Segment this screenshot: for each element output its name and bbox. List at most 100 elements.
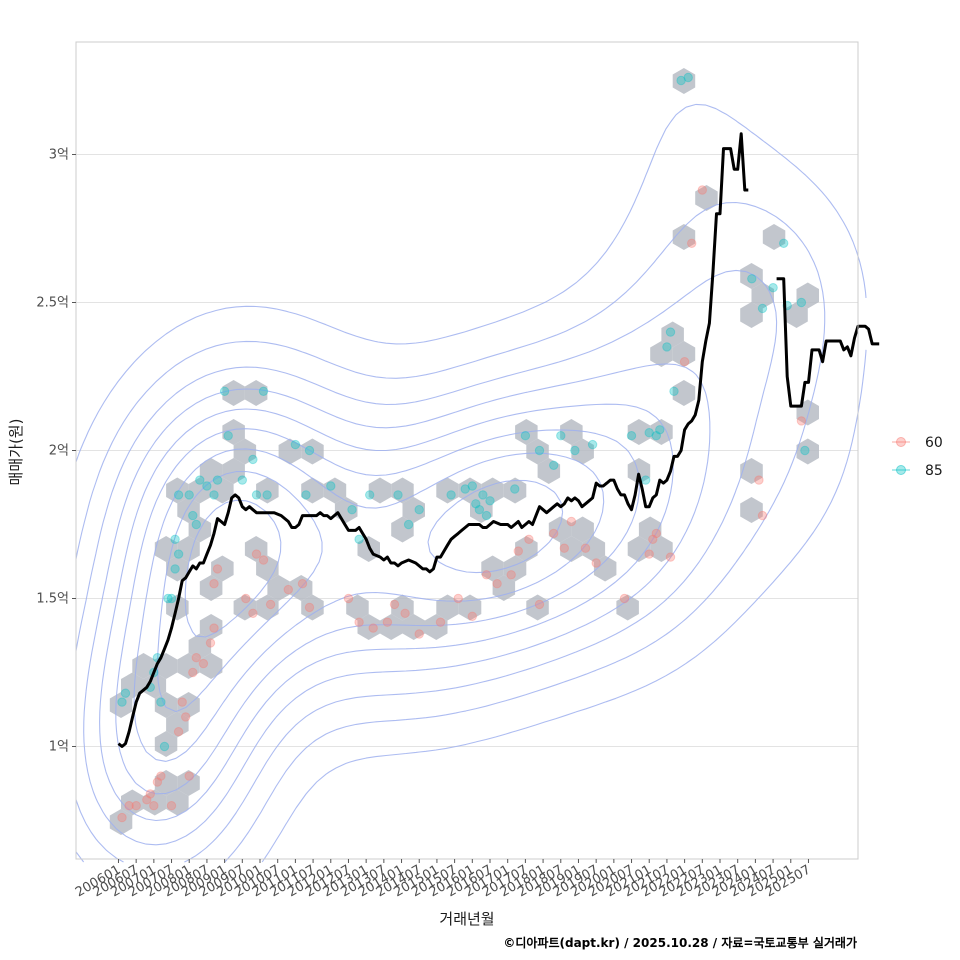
data-point-85 — [683, 72, 693, 83]
data-point-60 — [117, 812, 127, 823]
legend-label-60: 60 — [925, 435, 943, 451]
data-point-85 — [184, 490, 194, 500]
data-point-60 — [591, 558, 601, 568]
hex-bin — [436, 477, 459, 504]
density-contour — [115, 428, 640, 795]
data-point-60 — [481, 570, 492, 580]
data-point-60 — [265, 599, 276, 610]
hex-bin — [560, 419, 583, 445]
data-point-60 — [414, 629, 424, 639]
data-point-60 — [149, 801, 159, 811]
data-point-85 — [223, 431, 233, 441]
trend-line-segment — [117, 132, 749, 748]
data-point-60 — [619, 593, 630, 604]
hex-bin — [672, 341, 696, 367]
legend-key-85 — [896, 465, 906, 475]
hex-bin — [121, 789, 144, 816]
data-point-60 — [188, 667, 198, 678]
data-point-85 — [662, 342, 672, 352]
hex-bin — [391, 594, 414, 621]
hex-bin — [425, 614, 448, 640]
hex-bin — [661, 321, 684, 348]
data-point-85 — [665, 327, 676, 337]
hex-bin — [740, 458, 763, 484]
legend: 60 85 — [892, 435, 943, 479]
data-point-60 — [198, 658, 209, 669]
hex-bin — [143, 789, 167, 816]
hex-bin — [188, 477, 212, 504]
hex-bin — [503, 555, 527, 582]
y-tick-label: 1.5억 — [36, 592, 69, 607]
caption: ©디아파트(dapt.kr) / 2025.10.28 / 자료=국토교통부 실… — [503, 935, 857, 950]
hex-bin — [503, 477, 527, 504]
hex-bin — [199, 614, 223, 640]
hex-bin — [222, 419, 245, 445]
hex-bin — [154, 731, 178, 757]
data-point-85 — [173, 549, 184, 559]
hex-bin — [188, 633, 212, 660]
hex-bin — [211, 477, 234, 504]
hex-bin — [301, 477, 324, 504]
hex-bin — [481, 555, 504, 582]
data-point-85 — [393, 490, 403, 500]
trend-line-segment — [776, 277, 880, 408]
data-point-85 — [163, 593, 173, 604]
data-point-85 — [166, 593, 177, 604]
data-point-85 — [478, 490, 488, 500]
data-point-85 — [195, 475, 205, 485]
data-point-60 — [566, 516, 577, 527]
hex-bin — [166, 555, 189, 582]
x-axis-ticks: 2006012006072007012007072008012008072009… — [73, 859, 813, 900]
data-point-85 — [212, 475, 223, 485]
legend-item-60: 60 — [892, 435, 943, 451]
x-axis-title: 거래년월 — [439, 910, 494, 928]
data-point-60 — [131, 801, 141, 811]
hex-bin — [593, 555, 617, 582]
data-point-85 — [354, 534, 364, 544]
data-point-85 — [365, 490, 375, 500]
data-point-85 — [768, 283, 778, 293]
hex-bin — [244, 380, 268, 406]
data-point-60 — [754, 475, 764, 485]
hex-bin — [672, 380, 696, 406]
data-point-60 — [166, 801, 177, 811]
hex-bin — [199, 575, 223, 601]
data-point-60 — [209, 623, 219, 633]
data-point-85 — [446, 490, 456, 500]
data-point-60 — [304, 602, 315, 613]
hex-bin — [740, 302, 763, 328]
data-point-85 — [202, 481, 212, 491]
hex-bin — [695, 185, 718, 211]
data-point-85 — [251, 490, 262, 500]
hex-bin — [222, 380, 245, 406]
data-point-85 — [173, 490, 184, 500]
data-point-60 — [467, 611, 477, 621]
hex-bin — [762, 224, 786, 250]
hex-bin — [368, 477, 392, 504]
data-point-85 — [209, 490, 219, 500]
hex-bin — [638, 516, 662, 543]
data-point-85 — [676, 75, 686, 86]
hex-bin — [650, 419, 673, 445]
data-point-85 — [219, 386, 230, 396]
data-point-85 — [481, 510, 492, 521]
y-axis-title: 매매가(원) — [7, 419, 25, 486]
data-point-60 — [156, 771, 166, 781]
data-point-85 — [556, 431, 566, 441]
hex-bin — [154, 692, 178, 718]
data-point-85 — [669, 386, 679, 396]
data-point-60 — [258, 555, 269, 565]
data-point-60 — [209, 579, 219, 589]
data-point-85 — [159, 741, 170, 752]
data-point-60 — [177, 697, 187, 707]
hex-bin — [121, 672, 144, 699]
data-point-60 — [435, 617, 446, 627]
hex-bin — [391, 516, 414, 543]
data-point-60 — [524, 534, 534, 544]
hex-bin — [740, 497, 763, 523]
hex-bin — [166, 711, 189, 738]
hex-bin — [222, 458, 245, 484]
hex-bin — [154, 770, 178, 796]
data-point-85 — [747, 274, 757, 284]
data-point-85 — [587, 439, 598, 450]
